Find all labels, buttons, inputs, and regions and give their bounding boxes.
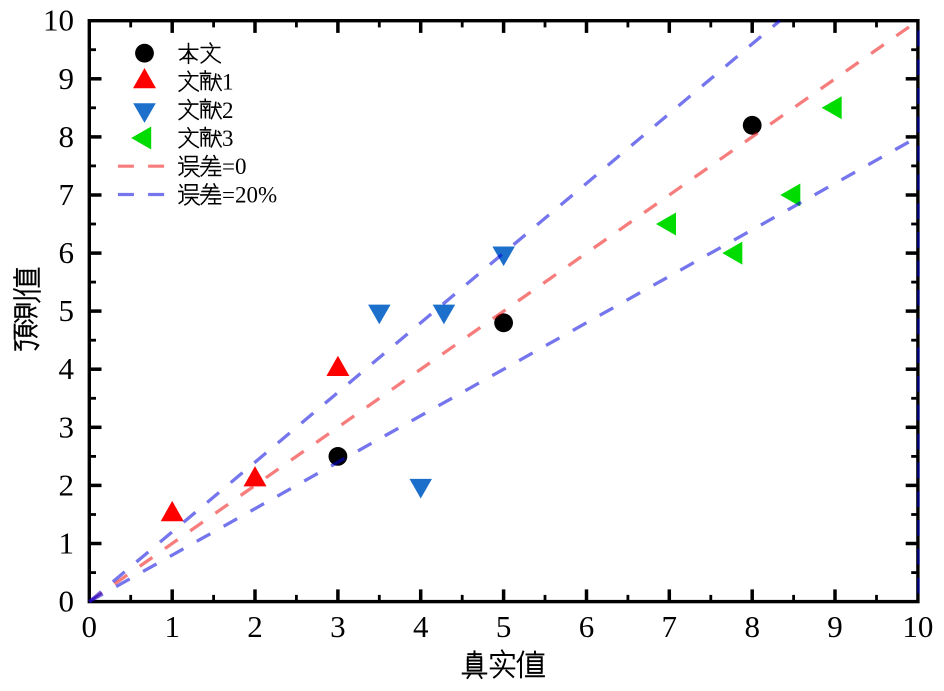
svg-text:1: 1 [222, 70, 234, 95]
svg-text:7: 7 [662, 609, 678, 644]
svg-text:10: 10 [43, 3, 74, 38]
svg-text:3: 3 [330, 609, 346, 644]
svg-text:5: 5 [59, 293, 75, 328]
svg-text:3: 3 [222, 126, 234, 151]
svg-text:0: 0 [82, 609, 98, 644]
svg-text:1: 1 [59, 526, 75, 561]
svg-text:2: 2 [247, 609, 263, 644]
svg-text:7: 7 [59, 177, 75, 212]
svg-text:6: 6 [579, 609, 595, 644]
svg-text:2: 2 [59, 467, 75, 502]
svg-text:8: 8 [744, 609, 760, 644]
svg-text:6: 6 [59, 235, 75, 270]
svg-text:10: 10 [902, 609, 933, 644]
svg-text:8: 8 [59, 119, 75, 154]
svg-text:9: 9 [827, 609, 843, 644]
svg-text:4: 4 [413, 609, 429, 644]
svg-text:4: 4 [59, 351, 75, 386]
svg-text:3: 3 [59, 409, 75, 444]
svg-text:2: 2 [222, 98, 234, 123]
svg-text:9: 9 [59, 61, 75, 96]
svg-text:=0: =0 [222, 154, 246, 179]
svg-text:=20%: =20% [222, 183, 277, 208]
svg-text:1: 1 [164, 609, 180, 644]
svg-text:0: 0 [59, 584, 75, 619]
svg-text:5: 5 [496, 609, 512, 644]
